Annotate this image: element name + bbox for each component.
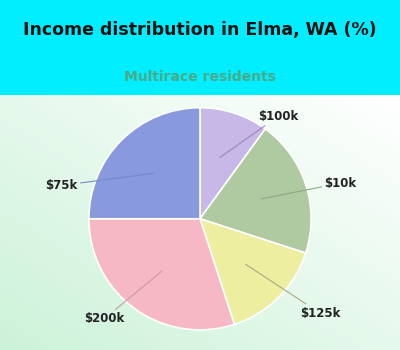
Text: $75k: $75k [46,173,154,192]
Text: $100k: $100k [220,110,298,158]
Wedge shape [200,129,311,253]
Text: $125k: $125k [246,264,340,320]
Wedge shape [200,108,265,219]
Wedge shape [200,219,306,324]
Wedge shape [89,219,234,330]
Text: $10k: $10k [261,177,356,199]
Text: Income distribution in Elma, WA (%): Income distribution in Elma, WA (%) [23,21,377,39]
Text: Multirace residents: Multirace residents [124,70,276,84]
Wedge shape [89,108,200,219]
Text: $200k: $200k [84,271,162,325]
